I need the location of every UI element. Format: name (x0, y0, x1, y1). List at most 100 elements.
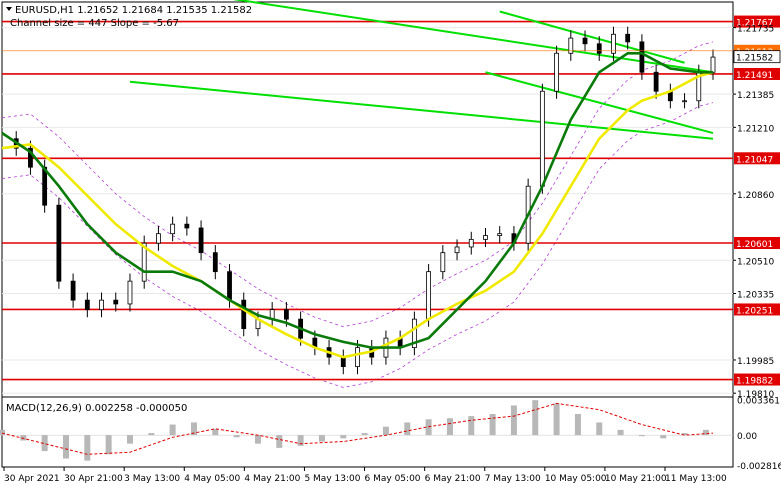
x-tick-label: 10 May 05:00 (545, 474, 607, 484)
macd-histogram-bar (425, 419, 432, 436)
macd-histogram-bar (660, 435, 667, 439)
candle-body (227, 271, 232, 301)
y-tick-label: 1.20335 (737, 291, 774, 301)
level-tag (734, 152, 780, 165)
channel-lower-line (129, 80, 714, 140)
macd-histogram-bar (20, 435, 27, 441)
macd-histogram-bar (617, 429, 624, 436)
trend-channel (129, 0, 714, 140)
level-tag (734, 373, 780, 386)
y-tick-label: 1.21210 (737, 124, 774, 134)
level-tag-label: 1.20251 (736, 306, 773, 316)
macd-histogram-bar (382, 426, 389, 436)
candle-body (113, 299, 119, 305)
y-tick-label: 1.19810 (737, 390, 774, 400)
level-tag-label: 1.19882 (736, 377, 773, 387)
x-axis: 30 Apr 2021 30 Apr 21:00 3 May 13:00 4 May … (3, 467, 727, 484)
macd-histogram-bar (404, 422, 411, 436)
level-tag (734, 15, 780, 28)
bollinger-upper-line (1, 41, 714, 328)
macd-histogram-bar (212, 428, 219, 436)
x-tick-label: 6 May 05:00 (365, 474, 421, 484)
x-tick-label: 7 May 13:00 (485, 474, 541, 484)
macd-histogram-bar (318, 435, 325, 442)
ma-slow-line (1, 71, 714, 359)
x-tick-label: 6 May 21:00 (425, 474, 481, 484)
macd-histogram-bar (446, 418, 453, 436)
y-tick-label: 1.21385 (737, 91, 774, 101)
horizontal-levels: 1.21767 1.21491 1.21047 1.20601 1.20251 1.198… (2, 15, 780, 387)
candle-body (70, 280, 76, 301)
macd-tick-label: 0.003361 (737, 397, 780, 407)
candle-body (710, 56, 716, 73)
dropdown-triangle-icon (6, 7, 12, 11)
macd-histogram-bar (126, 435, 133, 444)
candle-body (84, 299, 90, 311)
candle-body (596, 43, 602, 54)
candle-body (340, 356, 346, 368)
candle-body (497, 233, 503, 236)
y-tick-label: 1.20510 (737, 257, 774, 267)
candle-body (440, 252, 446, 273)
current-price-tag (733, 50, 781, 64)
macd-histogram-bar (84, 435, 91, 461)
candle-body (653, 71, 659, 92)
candle-body (141, 242, 147, 282)
level-tag (734, 303, 780, 316)
macd-histogram-bar (638, 435, 645, 437)
x-tick-label: 30 Apr 21:00 (64, 474, 123, 484)
macd-histogram-bar (233, 435, 240, 438)
candle-body (212, 252, 218, 273)
macd-histogram-bar (681, 433, 688, 436)
symbol-line: EURUSD,H1 1.21652 1.21684 1.21535 1.2158… (15, 5, 252, 16)
x-tick-label: 4 May 05:00 (184, 474, 240, 484)
candle-body (99, 299, 104, 311)
candle-body (568, 37, 574, 54)
macd-histogram-bar (596, 422, 603, 436)
level-tag-label: 1.20601 (736, 240, 773, 250)
candle-body (127, 280, 133, 305)
macd-histogram-bar (340, 435, 347, 439)
macd-histogram-bar (41, 435, 48, 452)
macd-tick-label: -0.002816 (737, 462, 781, 472)
macd-histogram-bar (190, 422, 197, 436)
macd-histogram-bar (574, 413, 581, 436)
candle-body (170, 223, 176, 235)
candle-body (355, 347, 360, 368)
y-tick-label: 1.19985 (737, 357, 774, 367)
macd-histogram-bar (276, 435, 283, 448)
candle-body (468, 238, 474, 248)
grid (2, 27, 733, 394)
y-tick-label: 1.21735 (737, 25, 774, 35)
x-tick-label: 30 Apr 2021 (4, 474, 60, 484)
level-tag (734, 236, 780, 249)
y-axis: 1.21735 1.21385 1.21210 1.20860 1.20510 1.203… (733, 25, 774, 400)
level-tag-label: 1.21767 (736, 19, 773, 29)
header: EURUSD,H1 1.21652 1.21684 1.21535 1.2158… (6, 5, 252, 29)
macd-signal-line (1, 402, 714, 455)
candle-body (56, 204, 62, 282)
candle-body (625, 33, 631, 43)
candle-body (184, 223, 190, 229)
y-tick-label: 1.20860 (737, 191, 774, 201)
candle-body (156, 233, 161, 244)
macd-histogram-bar (254, 435, 261, 444)
bollinger-lower-line (1, 102, 714, 388)
x-tick-label: 10 May 21:00 (605, 474, 667, 484)
channel-line: Channel size = 447 Slope = -5.67 (10, 18, 179, 29)
candle-body (28, 147, 33, 168)
x-tick-label: 11 May 13:00 (665, 474, 727, 484)
x-tick-label: 3 May 13:00 (124, 474, 180, 484)
level-tag-label: 1.21047 (736, 155, 773, 165)
channel-upper-line (232, 0, 714, 74)
level-tag-label: 1.21491 (736, 71, 773, 81)
candle-body (539, 90, 545, 187)
channel-upper2-line (499, 10, 685, 64)
candle-body (198, 227, 204, 254)
macd-label: MACD(12,26,9) 0.002258 -0.000050 (6, 403, 187, 414)
macd-histogram-bar (105, 435, 112, 455)
candle-body (483, 235, 488, 240)
moving-averages (1, 51, 714, 359)
macd-histogram-bar (532, 400, 539, 436)
